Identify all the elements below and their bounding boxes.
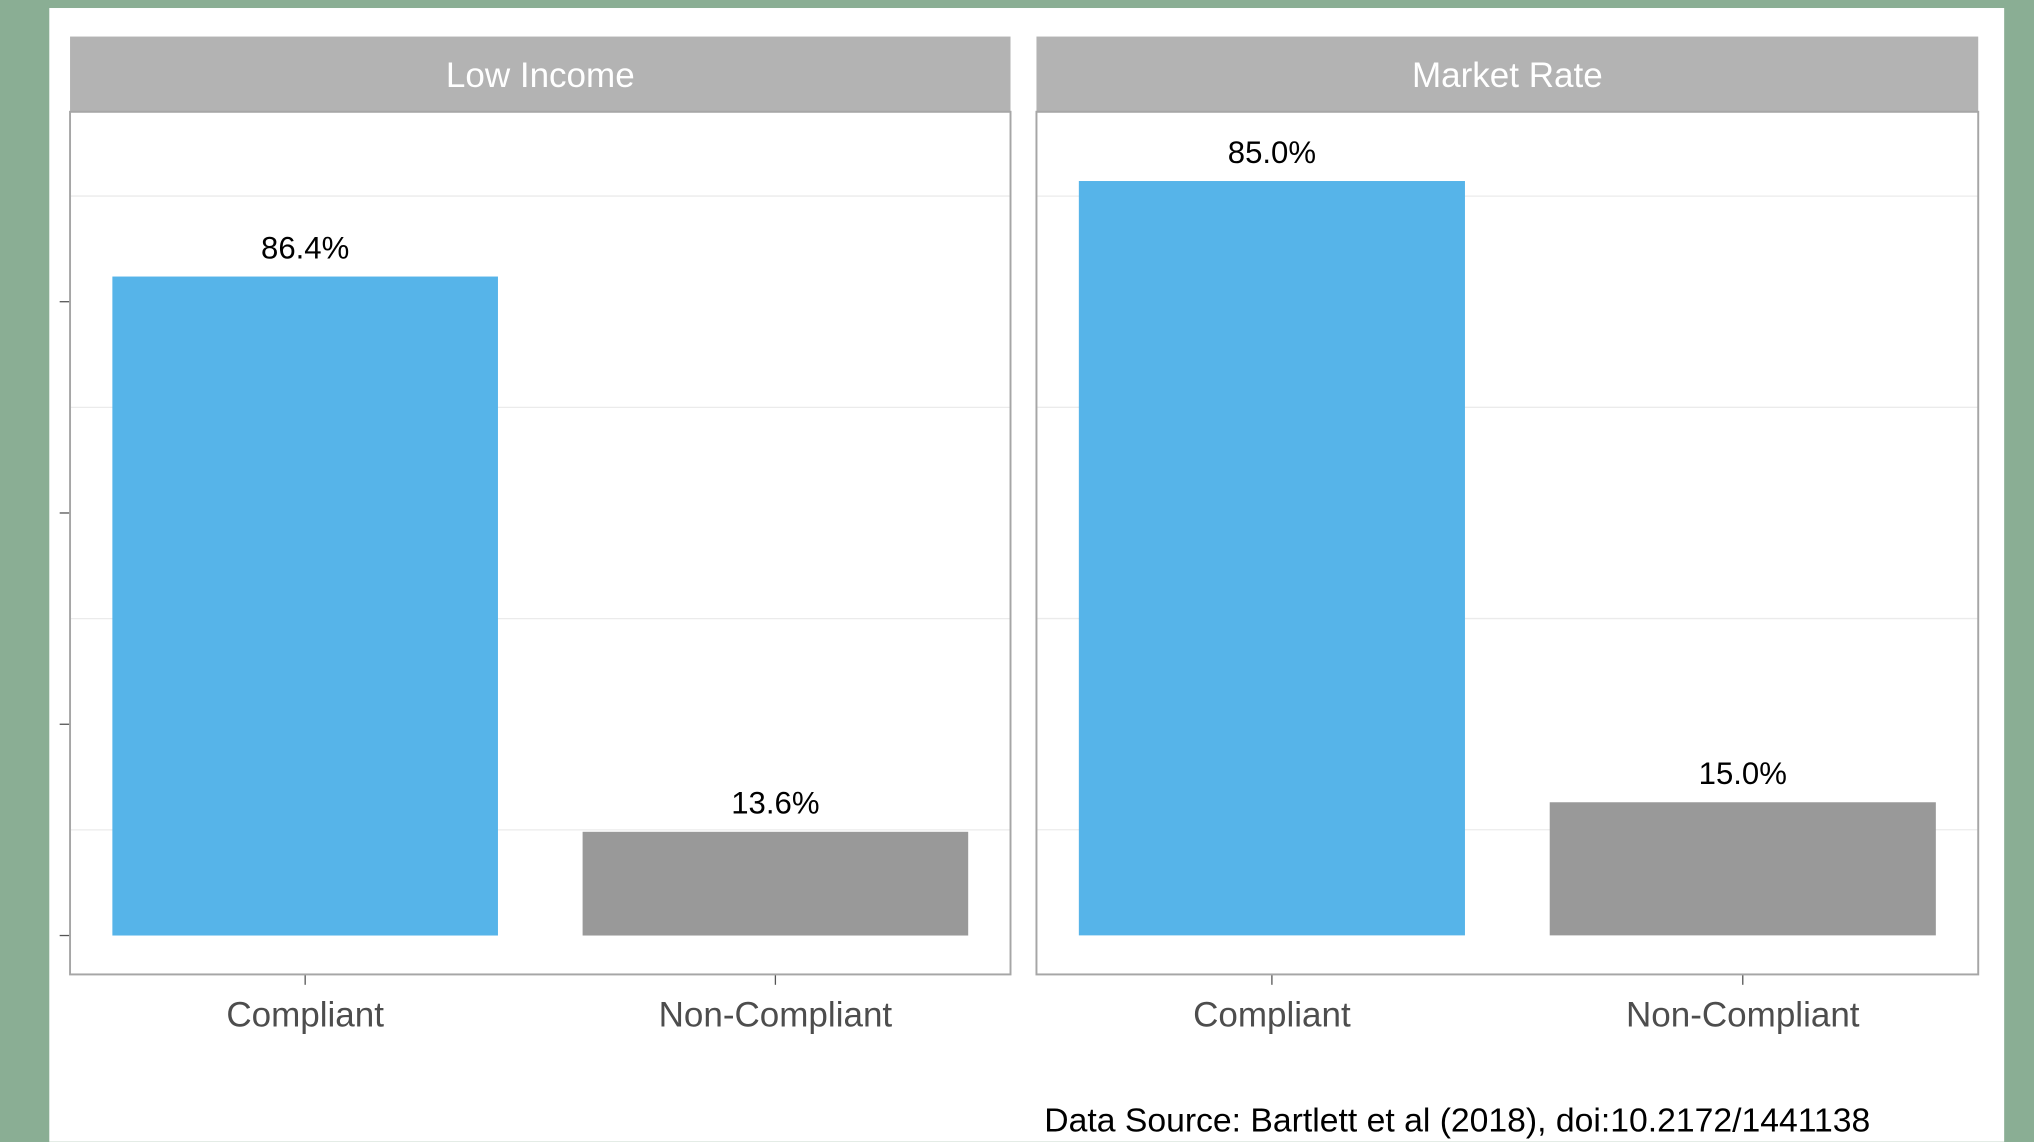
x-tick-label: Non-Compliant — [659, 995, 893, 1034]
value-label: 13.6% — [731, 786, 819, 821]
value-label: 85.0% — [1228, 135, 1316, 170]
x-tick-label: Compliant — [1193, 995, 1351, 1034]
x-tick-label: Non-Compliant — [1626, 995, 1860, 1034]
panel-border — [69, 110, 1012, 976]
panel-border — [1035, 110, 1980, 976]
bar — [582, 831, 969, 936]
x-tick-label: Compliant — [226, 995, 384, 1034]
value-label: 86.4% — [261, 230, 349, 265]
strip-title: Low Income — [446, 56, 635, 95]
strip-title: Market Rate — [1412, 56, 1603, 95]
bar — [1549, 802, 1936, 936]
caption: Data Source: Bartlett et al (2018), doi:… — [1044, 1101, 1870, 1139]
strip — [1036, 36, 1979, 112]
bar — [1078, 181, 1465, 936]
strip — [70, 36, 1011, 112]
bar — [112, 276, 498, 936]
value-label: 15.0% — [1699, 756, 1787, 791]
